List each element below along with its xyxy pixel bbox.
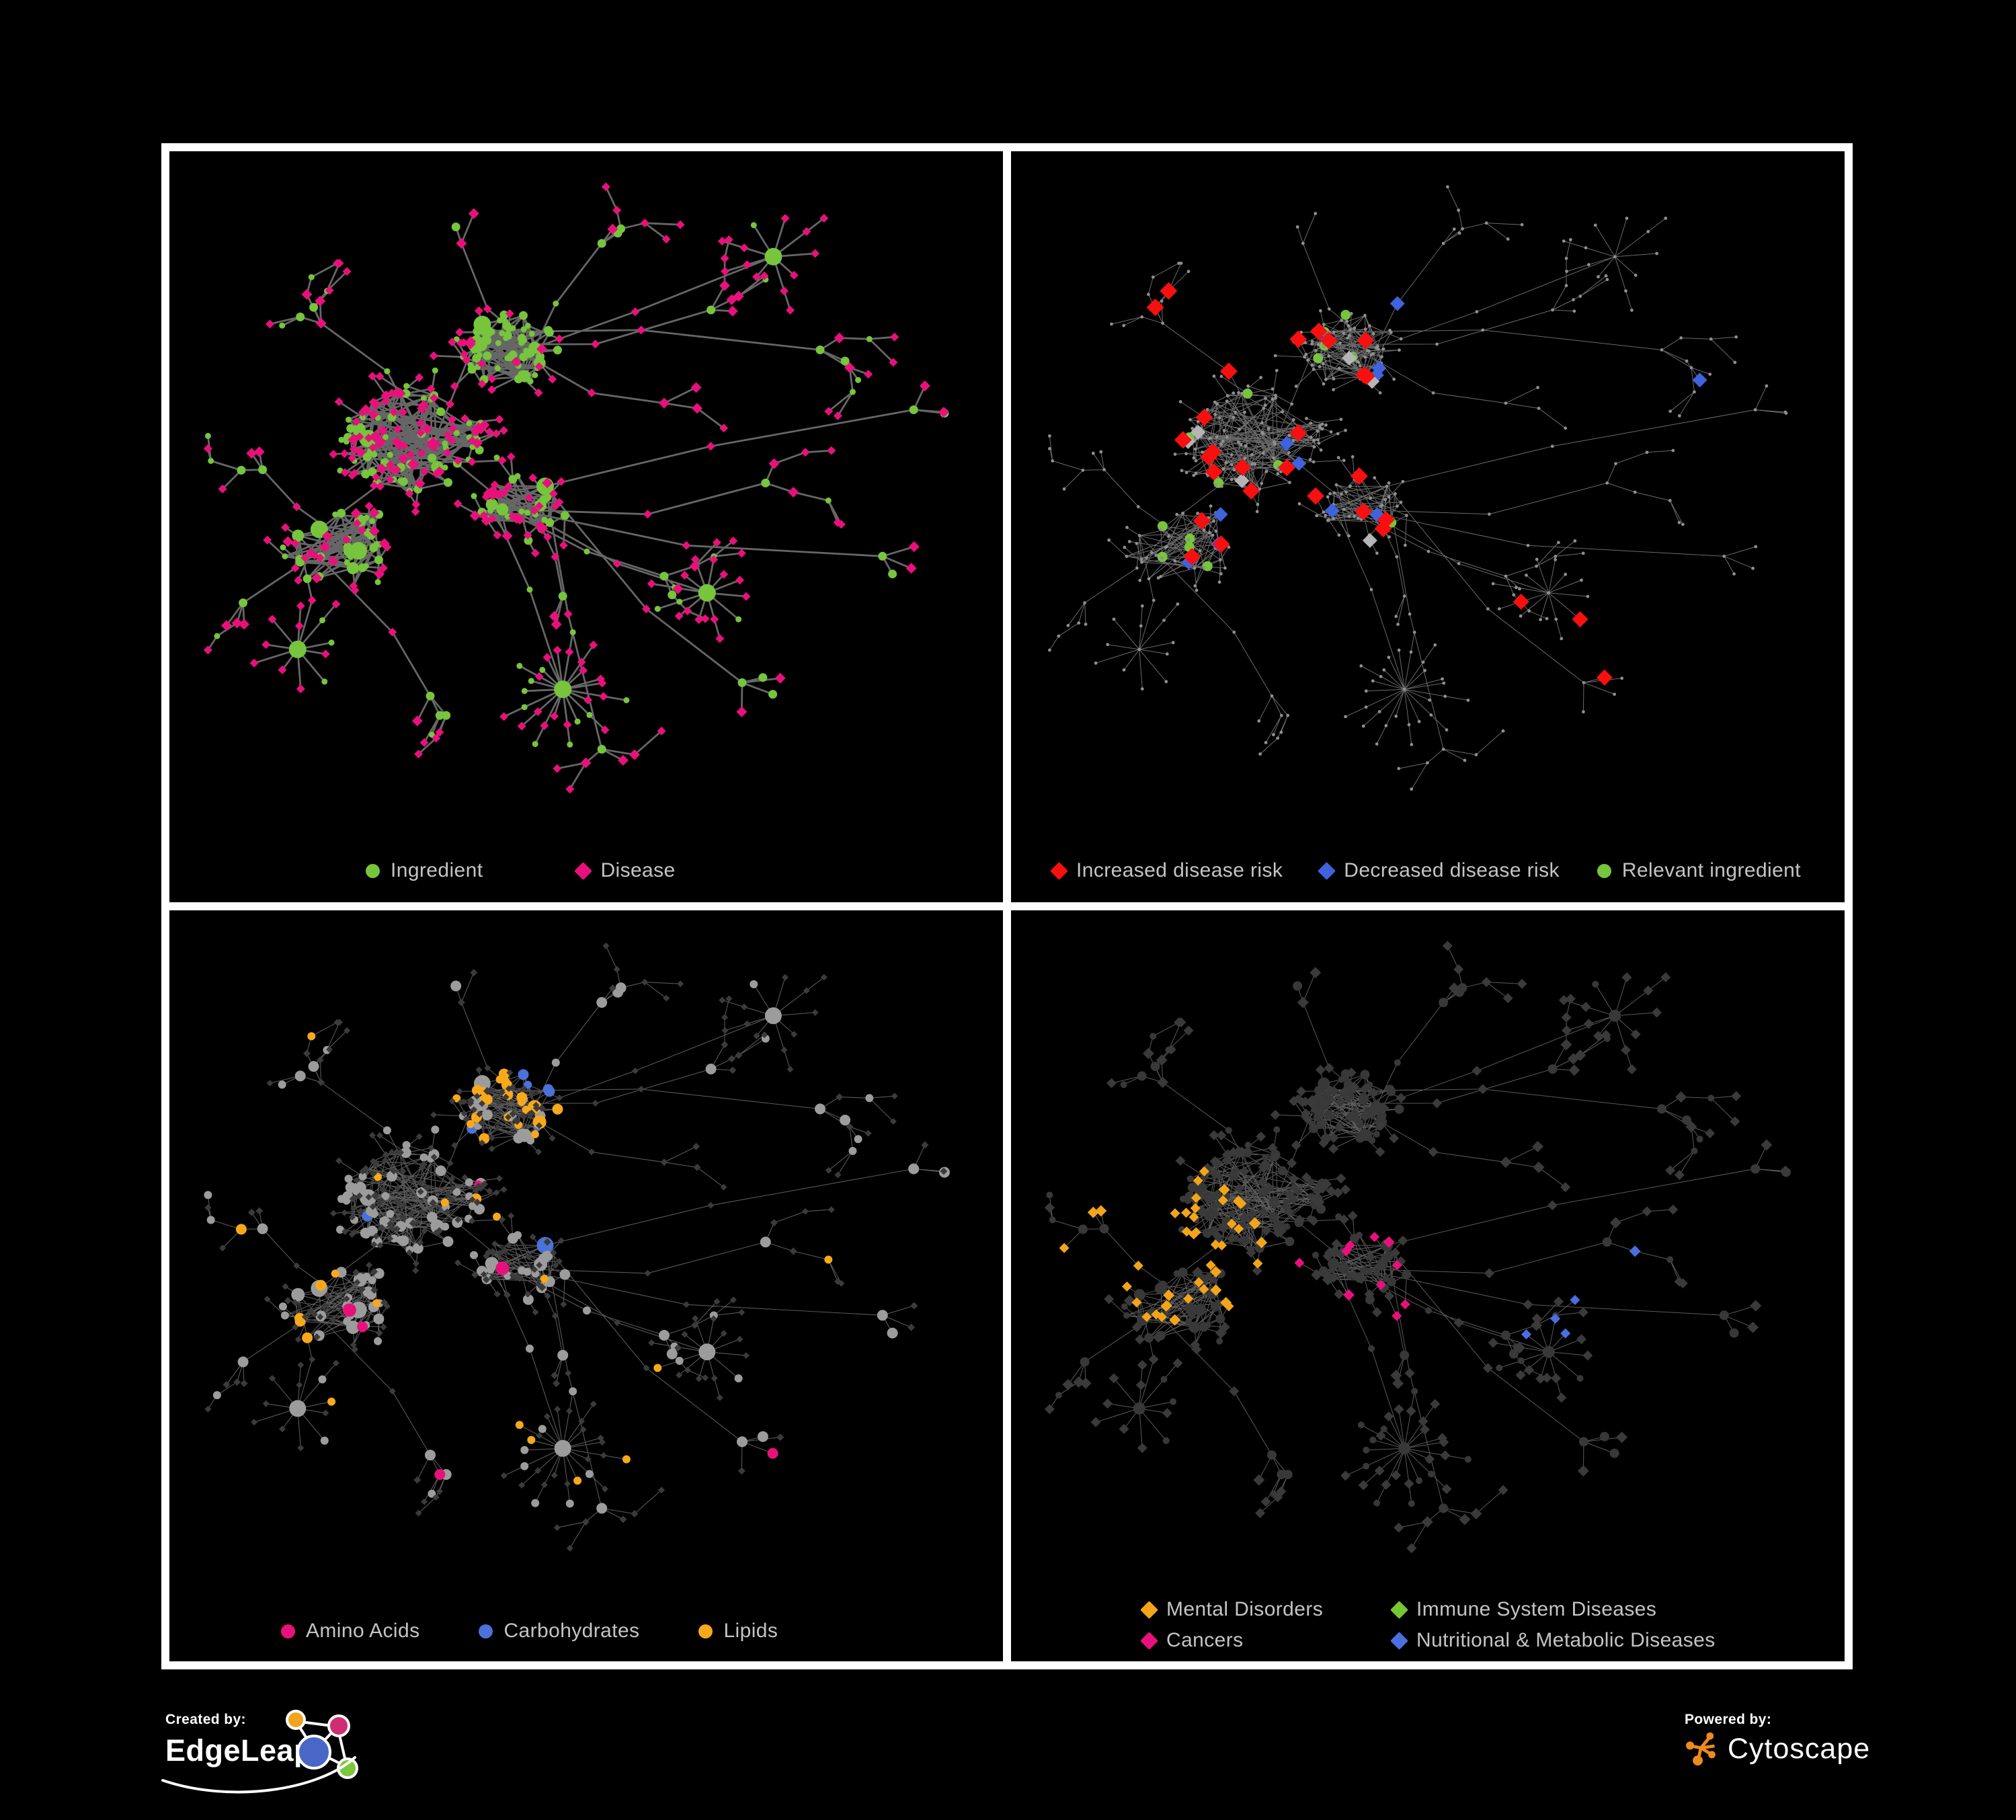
edgeleap-brand-text: EdgeLeap <box>165 1733 313 1768</box>
powered-by-label: Powered by: <box>1685 1712 1772 1727</box>
mental-disorders-swatch-icon <box>1140 1600 1158 1619</box>
panel-disease-class: Mental Disorders Immune System Diseases … <box>1011 910 1845 1661</box>
network-plot-disease-risk <box>1048 185 1788 791</box>
legend-label: Immune System Diseases <box>1416 1598 1657 1620</box>
carbohydrates-swatch-icon <box>479 1624 493 1638</box>
cytoscape-logo-row: Cytoscape <box>1685 1731 1886 1767</box>
amino-acids-swatch-icon <box>281 1624 295 1638</box>
created-by-label: Created by: <box>165 1712 246 1727</box>
cytoscape-brand-text: Cytoscape <box>1728 1732 1871 1765</box>
cytoscape-logo-icon <box>1686 1732 1716 1766</box>
cancers-swatch-icon <box>1140 1631 1158 1650</box>
disease-class-nodes-diamond <box>1059 1166 1268 1326</box>
legend-label: Increased disease risk <box>1076 859 1283 881</box>
network-plot-ingredient-disease <box>203 182 949 794</box>
legend-item-lipids: Lipids <box>698 1620 778 1643</box>
relevant-ingredient-swatch-icon <box>1597 863 1611 878</box>
legend-ingredient-disease: Ingredient Disease <box>366 859 676 882</box>
panel-nutrient-class: Amino Acids Carbohydrates Lipids <box>169 910 1003 1661</box>
legend-label: Ingredient <box>391 859 483 881</box>
legend-label: Decreased disease risk <box>1344 859 1560 881</box>
legend-disease-class: Mental Disorders Immune System Diseases … <box>1140 1598 1716 1652</box>
legend-label: Nutritional & Metabolic Diseases <box>1416 1629 1716 1651</box>
immune-diseases-swatch-icon <box>1390 1600 1408 1619</box>
nutrient-class-nodes-circle <box>235 1032 833 1485</box>
cytoscape-branding: Powered by: Cytoscape <box>1685 1712 1886 1792</box>
legend-item-increased-risk: Increased disease risk <box>1050 859 1283 882</box>
legend-item-relevant-ingredient: Relevant ingredient <box>1597 859 1801 882</box>
legend-disease-risk: Increased disease risk Decreased disease… <box>1050 859 1801 882</box>
network-plot-disease-class <box>1044 941 1791 1554</box>
legend-item-carbohydrates: Carbohydrates <box>479 1620 639 1643</box>
legend-label: Amino Acids <box>306 1620 420 1642</box>
legend-item-decreased-risk: Decreased disease risk <box>1318 859 1560 882</box>
legend-item-disease: Disease <box>574 859 676 882</box>
edgeleap-swoosh-icon <box>161 1756 356 1794</box>
legend-label: Disease <box>600 859 676 881</box>
edgeleap-branding: Created by: EdgeLeap <box>161 1710 461 1819</box>
disease-risk-edges <box>1049 186 1787 789</box>
legend-item-immune-diseases: Immune System Diseases <box>1390 1598 1716 1621</box>
legend-item-amino-acids: Amino Acids <box>281 1620 419 1643</box>
decreased-risk-swatch-icon <box>1318 861 1336 880</box>
legend-label: Relevant ingredient <box>1621 859 1801 881</box>
nutritional-metabolic-swatch-icon <box>1390 1631 1408 1650</box>
disease-swatch-icon <box>574 861 593 880</box>
legend-label: Mental Disorders <box>1166 1598 1324 1620</box>
panel-grid: Ingredient Disease Increased disease ris… <box>161 143 1853 1669</box>
legend-label: Cancers <box>1166 1629 1244 1651</box>
legend-nutrient-class: Amino Acids Carbohydrates Lipids <box>281 1620 778 1643</box>
legend-item-cancers: Cancers <box>1140 1629 1393 1652</box>
legend-item-ingredient: Ingredient <box>366 859 483 882</box>
legend-item-mental-disorders: Mental Disorders <box>1140 1598 1393 1621</box>
legend-label: Carbohydrates <box>503 1620 640 1642</box>
legend-item-nutritional-metabolic: Nutritional & Metabolic Diseases <box>1390 1629 1716 1652</box>
nutrient-class-nodes-circle <box>204 980 950 1514</box>
panel-ingredient-disease: Ingredient Disease <box>169 151 1003 902</box>
disease-risk-nodes-circle <box>1048 185 1788 791</box>
ingredient-swatch-icon <box>366 863 380 878</box>
panel-disease-risk: Increased disease risk Decreased disease… <box>1011 151 1845 902</box>
lipids-swatch-icon <box>698 1624 713 1638</box>
disease-class-edges <box>1049 945 1787 1548</box>
increased-risk-swatch-icon <box>1050 861 1068 880</box>
nutrient-class-edges <box>207 945 945 1548</box>
legend-label: Lipids <box>723 1620 778 1642</box>
network-plot-nutrient-class <box>204 942 950 1552</box>
ingredient-disease-edges <box>207 186 945 790</box>
edgeleap-logo-icon <box>286 1710 358 1779</box>
